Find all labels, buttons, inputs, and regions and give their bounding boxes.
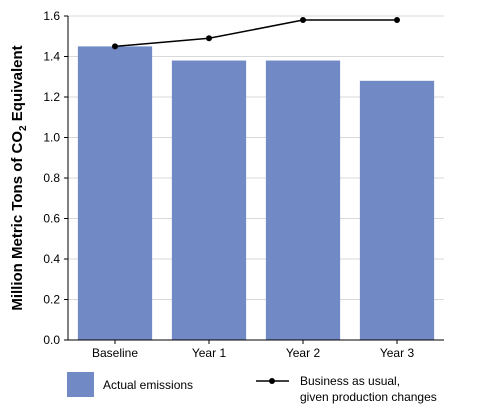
bau-point [394,17,400,24]
bau-point [112,43,118,50]
y-tick-label: 0.2 [43,293,60,307]
y-axis-title-prefix: Million Metric Tons of CO [9,131,26,311]
y-tick-label: 0.8 [43,171,60,185]
bau-point [206,35,212,42]
legend-marker-bau [269,378,275,384]
x-tick-label: Year 3 [380,346,415,360]
y-tick-label: 0.6 [43,212,60,226]
bar-year-1 [171,60,247,341]
legend-label-actual-emissions: Actual emissions [103,378,193,392]
y-axis-title-suffix: Equivalent [9,45,26,125]
x-tick-label: Year 2 [286,346,321,360]
bars [77,46,435,341]
bau-line [114,19,397,48]
y-tick-label: 1.6 [43,9,60,23]
x-tick-labels: Baseline Year 1 Year 2 Year 3 [92,346,414,360]
y-tick-label: 1.2 [43,90,60,104]
y-tick-labels: 0.0 0.2 0.4 0.6 0.8 1.0 1.2 1.4 1.6 [43,9,60,347]
bau-line-series [112,17,400,50]
legend-swatch-actual-emissions [67,372,94,397]
legend-label-bau-line1: Business as usual, [300,374,400,388]
y-tick-label: 1.4 [43,50,60,64]
y-axis-title: Million Metric Tons of CO2 Equivalent [9,45,29,310]
bar-year-2 [265,60,341,341]
y-axis-title-subscript: 2 [18,125,29,131]
x-axis [68,339,444,344]
y-tick-label: 0.0 [43,333,60,347]
y-axis [64,15,69,341]
y-tick-label: 0.4 [43,252,60,266]
bar-year-3 [359,80,435,341]
legend-label-bau-line2: given production changes [300,390,437,404]
legend: Actual emissions Business as usual, give… [67,372,437,404]
bau-point [300,17,306,24]
y-tick-label: 1.0 [43,131,60,145]
bar-baseline [77,46,153,340]
x-tick-label: Baseline [92,346,138,360]
x-tick-label: Year 1 [192,346,227,360]
